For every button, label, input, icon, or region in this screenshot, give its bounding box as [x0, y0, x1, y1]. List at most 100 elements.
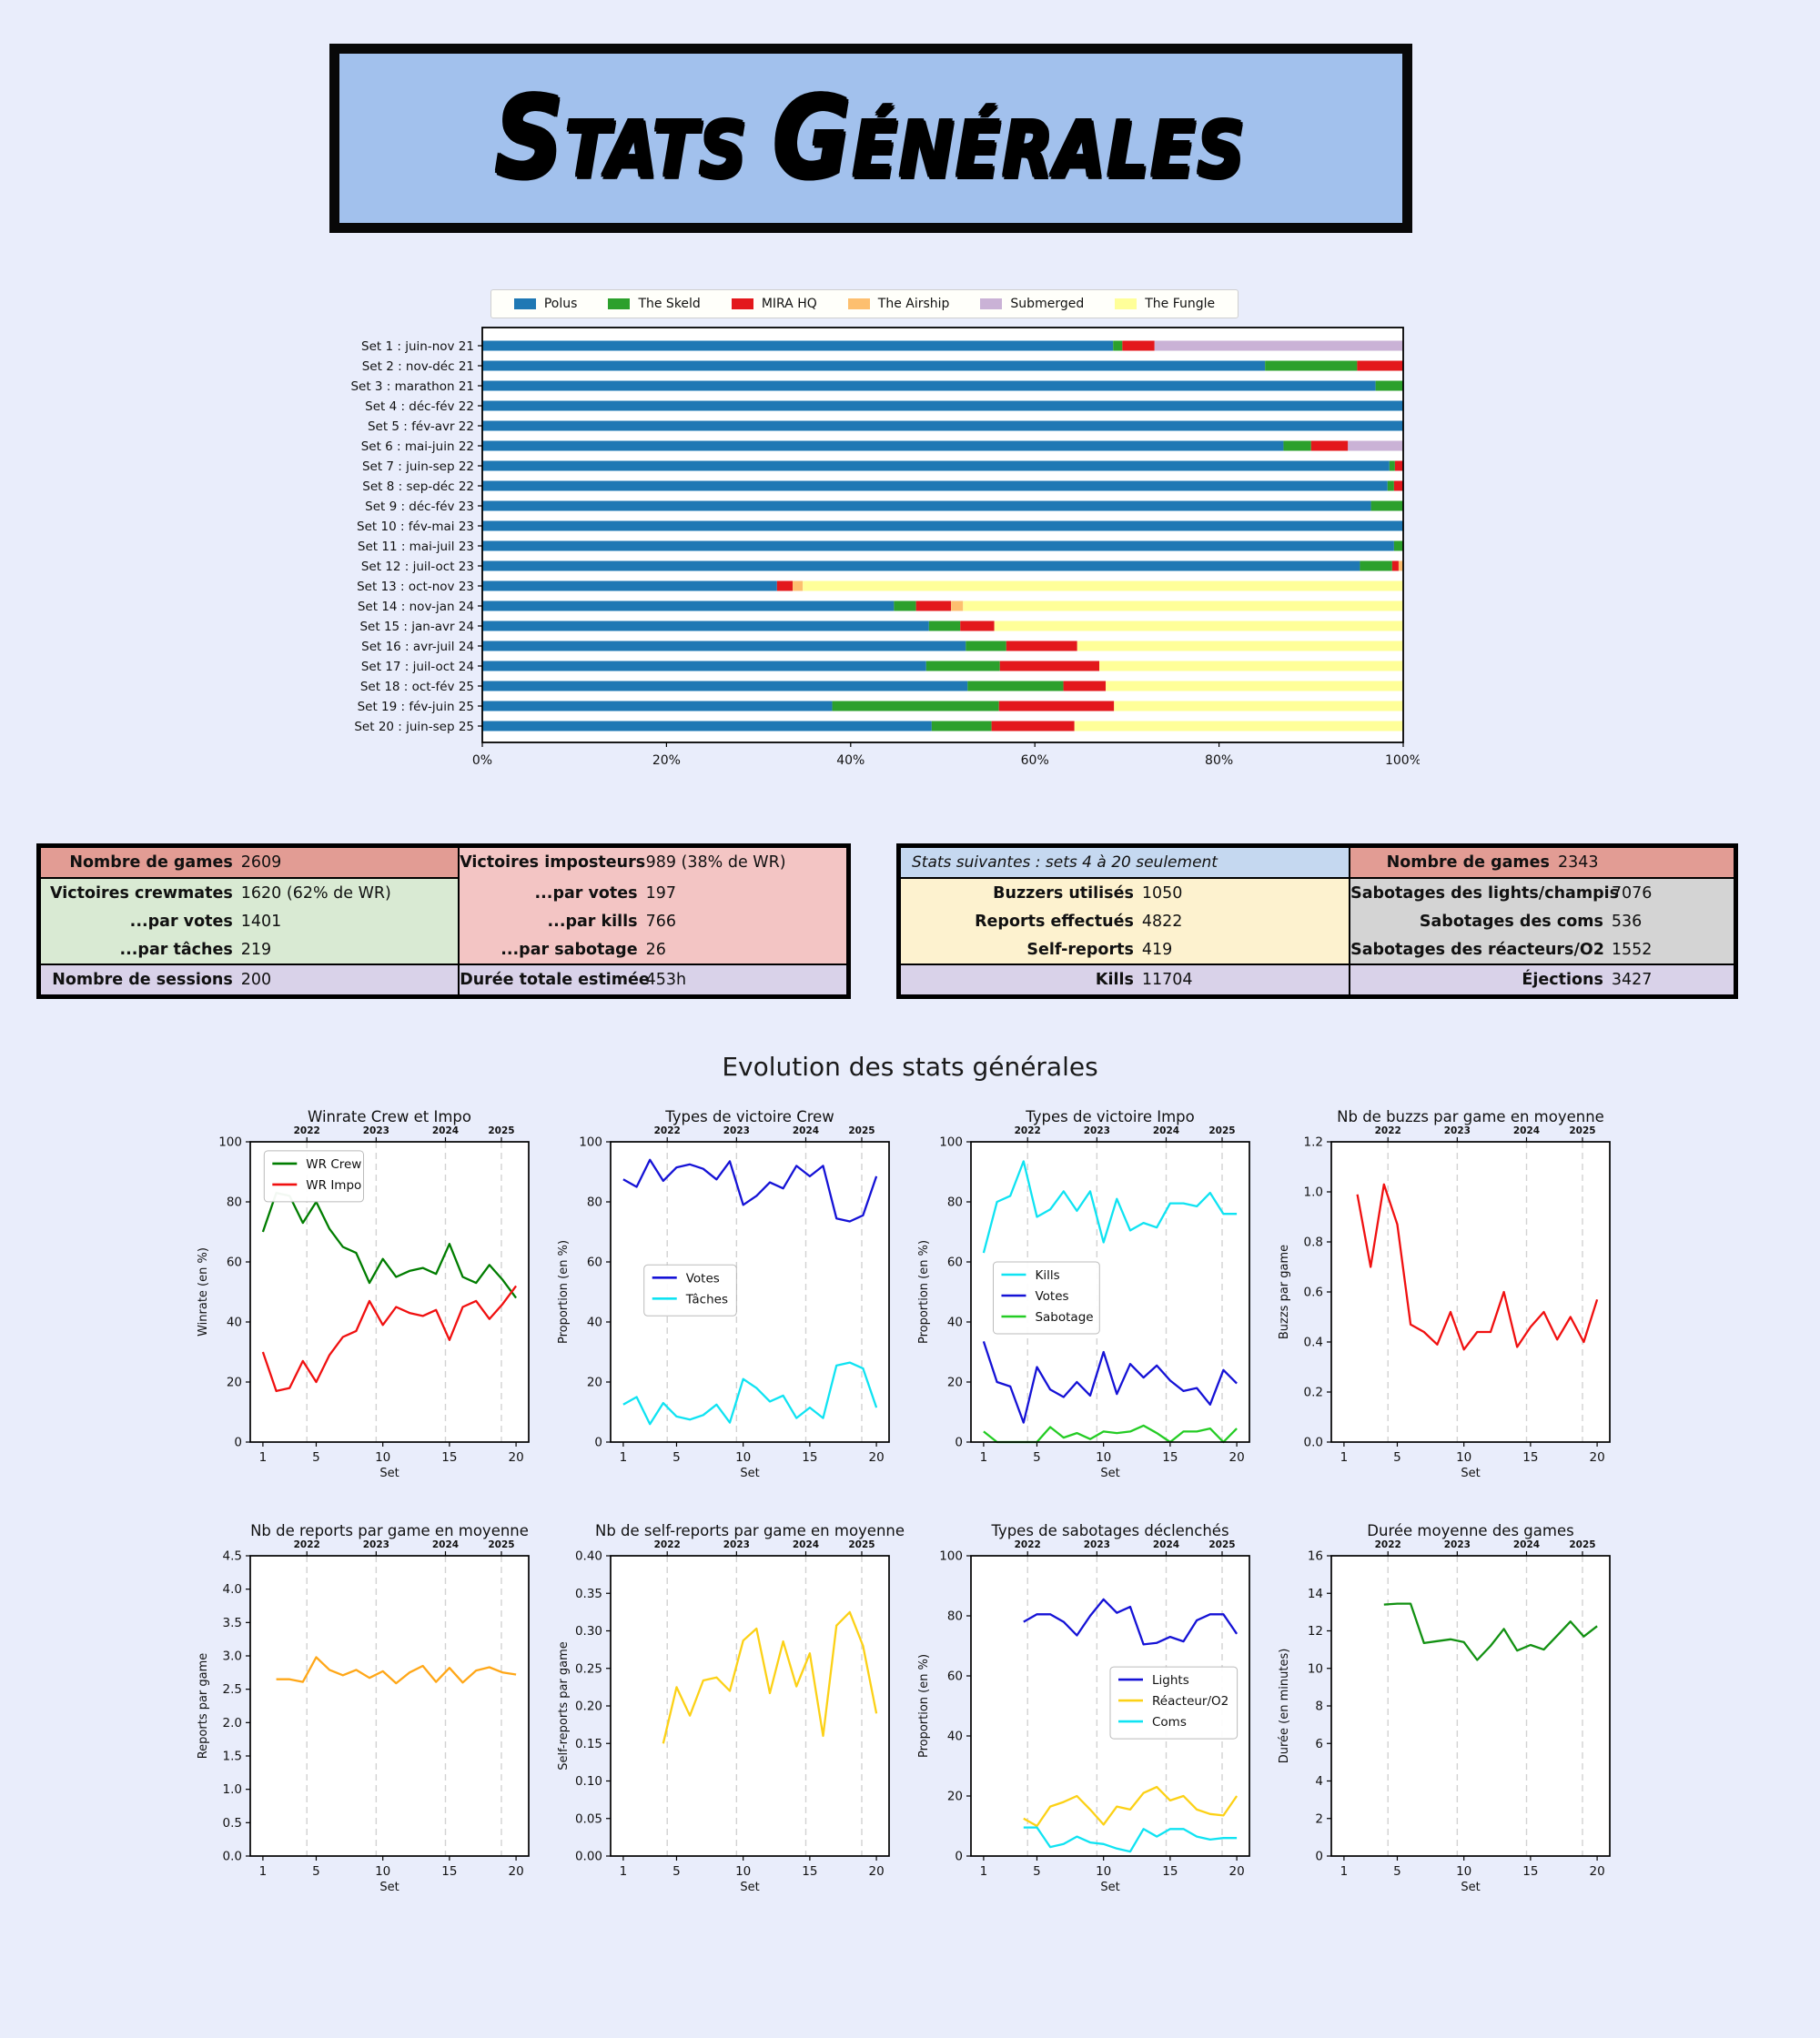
svg-text:20: 20	[1228, 1450, 1244, 1465]
svg-text:20: 20	[587, 1376, 602, 1390]
svg-text:10: 10	[1456, 1864, 1471, 1879]
stat-value: 989 (38% de WR)	[645, 853, 786, 872]
svg-text:1: 1	[259, 1864, 268, 1879]
stat-cell: Kills 11704	[901, 965, 1349, 994]
svg-text:Set 13 : oct-nov 23: Set 13 : oct-nov 23	[357, 580, 474, 594]
svg-text:Set 8 : sep-déc 22: Set 8 : sep-déc 22	[362, 479, 474, 494]
map-legend: Polus The Skeld MIRA HQ The Airship Submerge…	[490, 289, 1239, 318]
svg-text:0: 0	[1315, 1850, 1323, 1864]
svg-text:20: 20	[868, 1450, 884, 1465]
svg-text:Set: Set	[379, 1881, 399, 1894]
stat-label: Reports effectués	[975, 912, 1134, 931]
svg-text:2022: 2022	[294, 1125, 320, 1136]
svg-text:20: 20	[1589, 1864, 1604, 1879]
svg-text:2022: 2022	[1015, 1539, 1041, 1550]
svg-text:0.0: 0.0	[223, 1850, 242, 1864]
svg-text:2023: 2023	[1084, 1125, 1110, 1136]
svg-text:15: 15	[1162, 1864, 1178, 1879]
svg-text:2024: 2024	[793, 1125, 819, 1136]
svg-text:16: 16	[1308, 1549, 1323, 1564]
table-block: Nombre de games 2609	[41, 848, 460, 879]
stat-value: 1401	[240, 912, 282, 931]
legend-label: Submerged	[1010, 297, 1085, 311]
svg-text:1: 1	[980, 1864, 988, 1879]
svg-text:0.4: 0.4	[1304, 1336, 1323, 1350]
svg-text:2022: 2022	[1375, 1539, 1401, 1550]
legend-label: The Fungle	[1145, 297, 1216, 311]
svg-text:2024: 2024	[432, 1539, 459, 1550]
legend-swatch-icon	[513, 298, 536, 309]
stat-label: Nombre de games	[69, 853, 233, 872]
svg-text:Set 18 : oct-fév 25: Set 18 : oct-fév 25	[360, 680, 474, 694]
svg-text:Kills: Kills	[1035, 1268, 1059, 1283]
svg-text:Set 10 : fév-mai 23: Set 10 : fév-mai 23	[357, 520, 474, 534]
svg-text:2023: 2023	[1444, 1125, 1471, 1136]
svg-text:60: 60	[947, 1256, 963, 1270]
svg-text:80: 80	[947, 1609, 963, 1624]
legend-label: Polus	[543, 297, 578, 311]
svg-text:5: 5	[312, 1450, 320, 1465]
svg-text:Réacteur/O2: Réacteur/O2	[1152, 1694, 1228, 1709]
legend-swatch-icon	[980, 298, 1003, 309]
svg-text:80: 80	[947, 1196, 963, 1210]
stat-cell: Sabotages des réacteurs/O2 1552	[1350, 935, 1734, 964]
svg-text:2024: 2024	[1513, 1125, 1540, 1136]
svg-text:Set 12 : juil-oct 23: Set 12 : juil-oct 23	[361, 560, 474, 574]
stat-table-details: Stats suivantes : sets 4 à 20 seulement …	[896, 843, 1738, 999]
stat-value: 453h	[645, 971, 687, 989]
svg-text:Self-reports par game: Self-reports par game	[557, 1641, 571, 1771]
map-legend-item: The Fungle	[1099, 297, 1230, 311]
svg-text:Coms: Coms	[1152, 1715, 1187, 1730]
svg-text:2023: 2023	[1084, 1539, 1110, 1550]
svg-text:100: 100	[939, 1549, 963, 1564]
stat-table-general: Nombre de games 2609 Victoires imposteurs…	[36, 843, 851, 999]
svg-text:1: 1	[620, 1450, 628, 1465]
svg-text:2024: 2024	[1153, 1539, 1179, 1550]
svg-text:Set 14 : nov-jan 24: Set 14 : nov-jan 24	[358, 600, 474, 614]
charts-row-2: Nb de reports par game en moyenne 2022 202…	[0, 1512, 1820, 1910]
svg-text:2025: 2025	[488, 1539, 514, 1550]
stat-cell: Nombre de games 2609	[41, 848, 458, 877]
table-block: Victoires crewmates 1620 (62% de WR) ...pa…	[41, 879, 460, 964]
svg-text:2022: 2022	[294, 1539, 320, 1550]
svg-text:2025: 2025	[1569, 1125, 1595, 1136]
svg-text:2025: 2025	[1569, 1539, 1595, 1550]
legend-label: The Skeld	[638, 297, 701, 311]
stat-value: 200	[240, 971, 272, 989]
table-note: Stats suivantes : sets 4 à 20 seulement	[912, 853, 1218, 872]
stat-label: Kills	[1095, 971, 1134, 989]
svg-text:1.5: 1.5	[223, 1750, 242, 1764]
svg-text:0.5: 0.5	[223, 1816, 242, 1831]
svg-text:0%: 0%	[472, 753, 492, 768]
svg-text:2023: 2023	[723, 1539, 750, 1550]
svg-text:0.2: 0.2	[1304, 1386, 1323, 1400]
svg-text:0.05: 0.05	[575, 1811, 602, 1826]
svg-text:60%: 60%	[1021, 753, 1049, 768]
stat-cell: Nombre de sessions 200	[41, 965, 458, 994]
stat-value: 2609	[240, 853, 282, 872]
stat-value: 197	[645, 883, 676, 903]
stat-cell: Self-reports 419	[901, 935, 1349, 964]
svg-text:0.00: 0.00	[575, 1850, 602, 1864]
stat-cell: ...par votes 1401	[41, 907, 458, 935]
svg-text:5: 5	[1393, 1864, 1401, 1879]
svg-text:2024: 2024	[432, 1125, 459, 1136]
stat-value: 1050	[1141, 883, 1183, 903]
page: Stats générales Polus The Skeld MIRA HQ The…	[0, 44, 1820, 1910]
svg-text:Winrate (en %): Winrate (en %)	[197, 1247, 210, 1337]
stat-label: Nombre de sessions	[52, 971, 233, 989]
stat-label: Self-reports	[1026, 940, 1134, 959]
svg-text:10: 10	[1096, 1864, 1111, 1879]
svg-text:100%: 100%	[1385, 753, 1420, 768]
stat-cell: ...par votes 197	[460, 879, 846, 907]
svg-text:0.35: 0.35	[575, 1587, 602, 1601]
svg-text:10: 10	[735, 1864, 751, 1879]
svg-text:40: 40	[947, 1316, 963, 1330]
svg-text:1: 1	[1340, 1864, 1349, 1879]
svg-text:20: 20	[508, 1864, 523, 1879]
svg-text:0.15: 0.15	[575, 1737, 602, 1751]
svg-text:6: 6	[1315, 1737, 1323, 1751]
stat-value: 11704	[1141, 971, 1193, 989]
